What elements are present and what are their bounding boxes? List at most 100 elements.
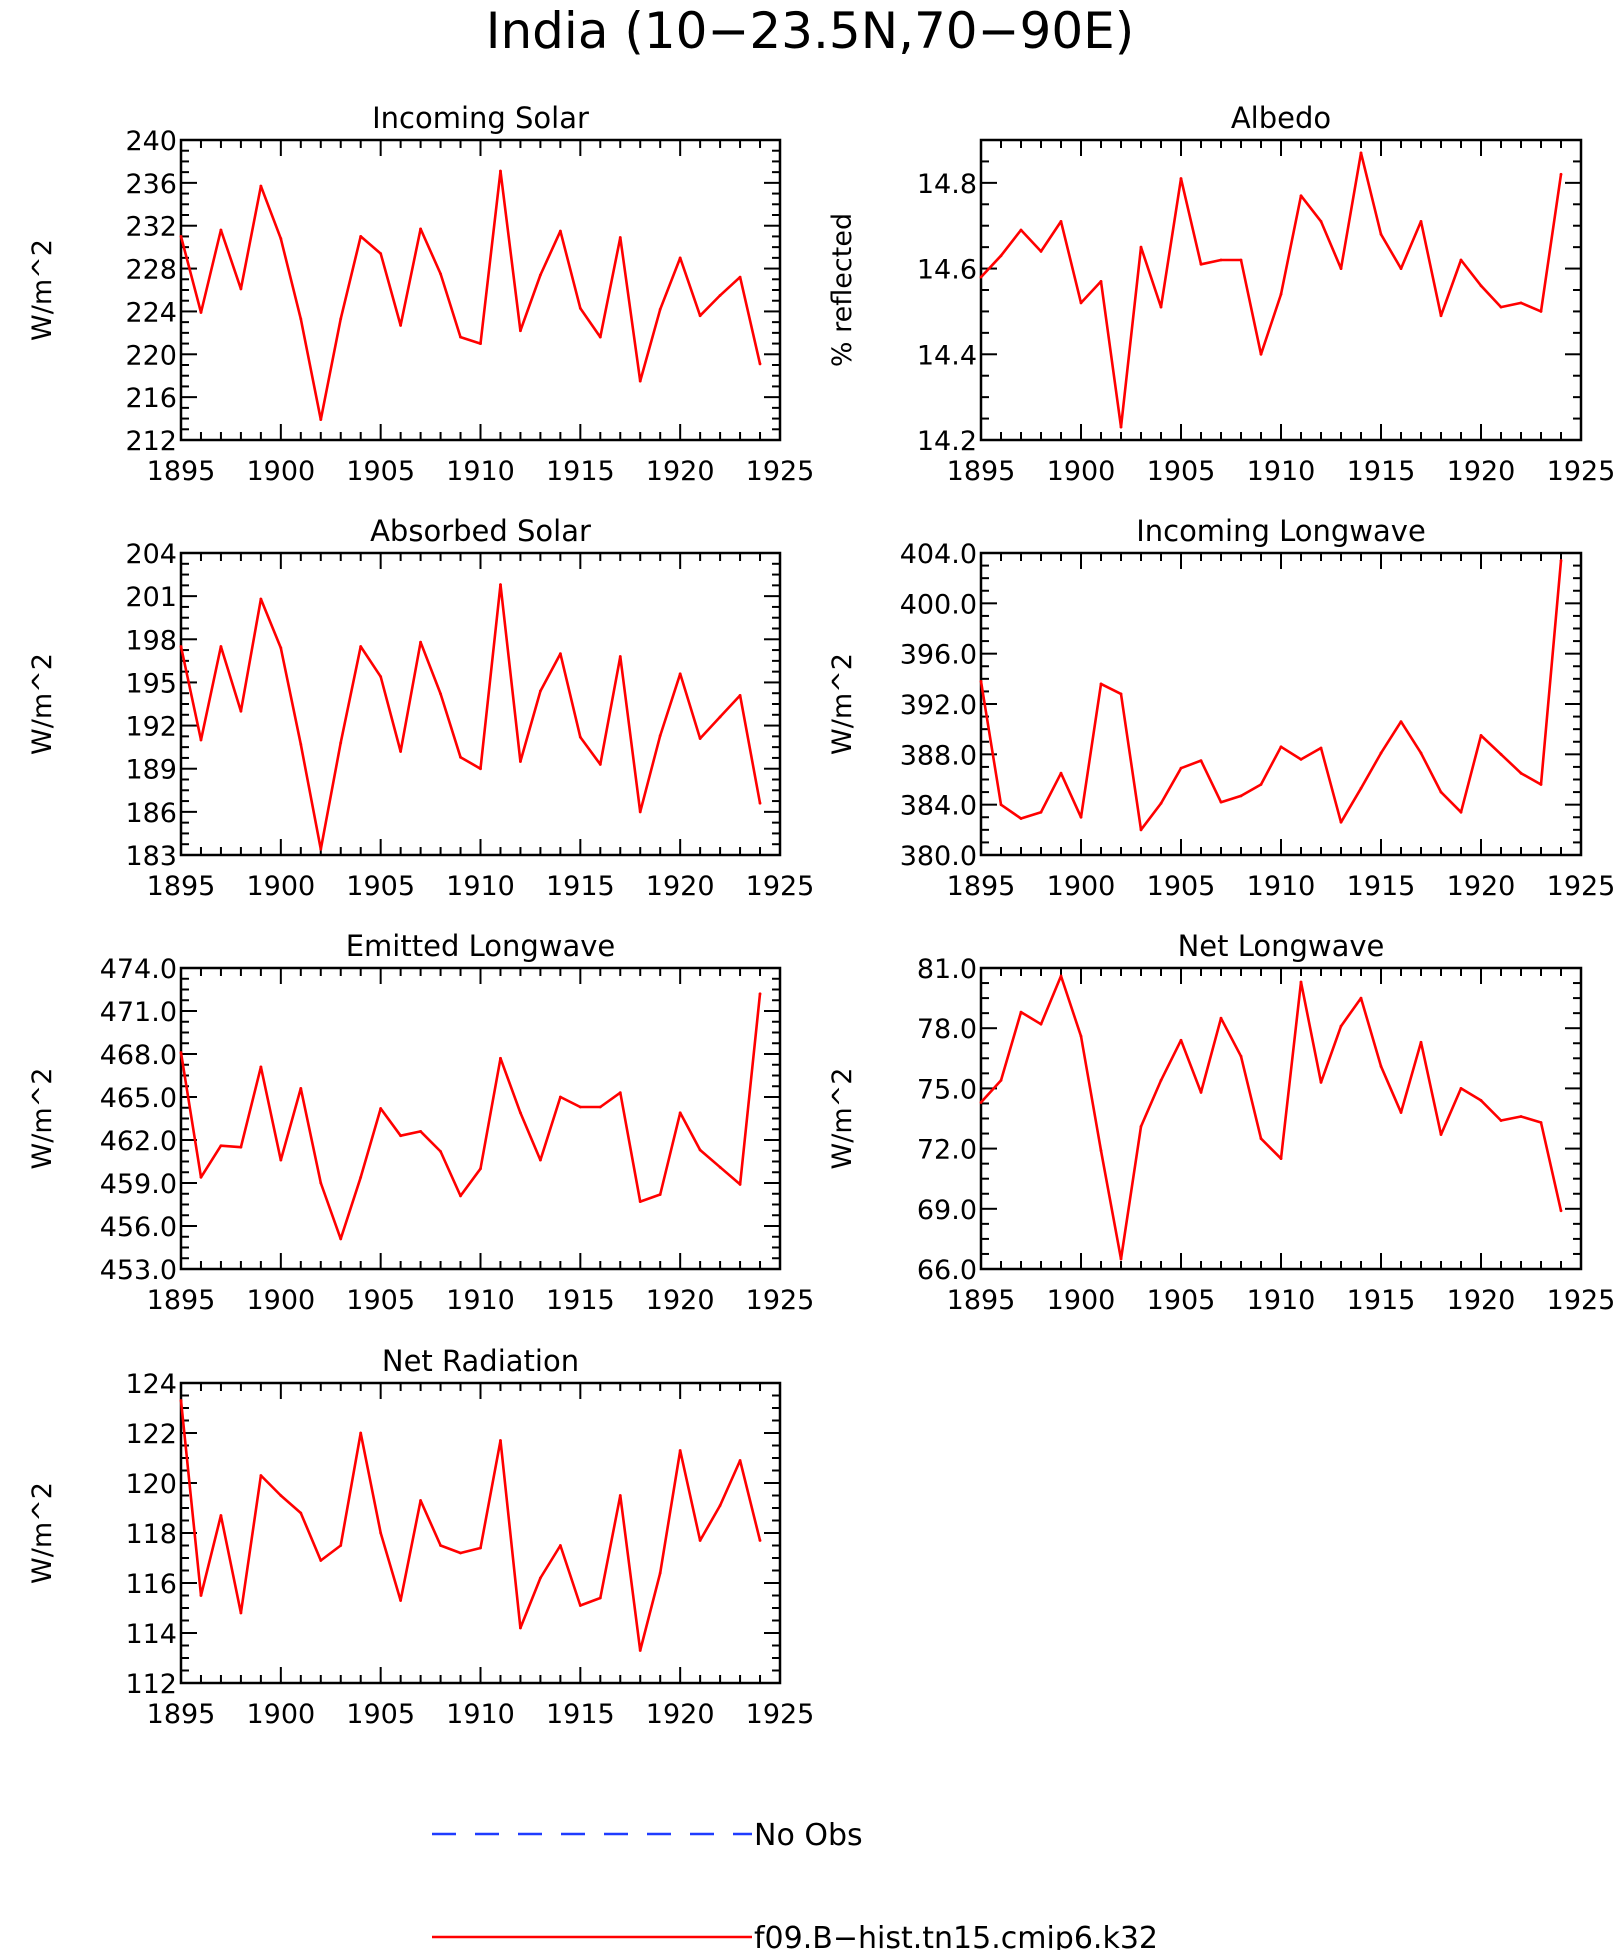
x-tick-label: 1915 — [546, 871, 615, 902]
data-point — [658, 734, 662, 738]
panel-title: Net Radiation — [382, 1344, 579, 1378]
x-tick-label: 1900 — [1047, 871, 1116, 902]
y-tick-label: 462.0 — [100, 1126, 177, 1157]
data-point — [499, 1056, 502, 1060]
y-tick-label: 69.0 — [917, 1195, 977, 1226]
data-point — [1139, 1125, 1143, 1128]
data-point — [299, 1511, 303, 1515]
data-point — [578, 735, 582, 739]
data-point — [1099, 280, 1103, 283]
data-point — [999, 803, 1003, 807]
series-line — [980, 151, 1563, 429]
x-tick-label: 1900 — [246, 1285, 315, 1316]
x-tick-label: 1895 — [147, 1699, 216, 1730]
data-point — [1159, 802, 1163, 805]
x-tick-label: 1910 — [1247, 1285, 1316, 1316]
panel-7: Net Radiation 1895 1900 1905 1910 1915 1920 192… — [27, 1344, 814, 1730]
data-point — [1559, 1209, 1563, 1213]
data-point — [479, 767, 482, 771]
data-point — [339, 741, 343, 745]
data-point — [718, 1165, 722, 1169]
x-tick-label: 1925 — [746, 1285, 815, 1316]
y-tick-label: 204 — [125, 539, 177, 570]
data-point — [1499, 305, 1503, 309]
data-point — [399, 323, 403, 327]
data-point — [1539, 1121, 1543, 1124]
data-point — [1399, 720, 1403, 724]
figure-title: India (10−23.5N,70−90E) — [486, 2, 1135, 60]
y-tick-label: 396.0 — [900, 640, 977, 671]
data-point — [1079, 815, 1083, 819]
x-tick-label: 1905 — [1147, 1285, 1216, 1316]
y-tick-label: 81.0 — [917, 954, 977, 985]
data-point — [479, 342, 482, 345]
data-point — [499, 1439, 502, 1442]
data-point — [558, 1544, 562, 1547]
x-tick-label: 1925 — [746, 871, 815, 902]
data-point — [319, 418, 323, 422]
data-point — [1199, 262, 1203, 266]
data-point — [259, 597, 263, 601]
data-point — [199, 738, 203, 742]
x-tick-label: 1905 — [346, 871, 415, 902]
y-axis-label: W/m^2 — [27, 653, 58, 755]
panel-3: Absorbed Solar 1895 1900 1905 1910 1915 1920 19… — [27, 514, 814, 902]
data-point — [1399, 1111, 1403, 1114]
data-point — [379, 1107, 383, 1110]
data-point — [678, 672, 682, 676]
data-point — [379, 675, 383, 679]
y-tick-label: 14.4 — [917, 340, 977, 371]
data-point — [1219, 258, 1223, 262]
data-point — [999, 1078, 1003, 1082]
data-point — [618, 1494, 622, 1497]
data-point — [1479, 284, 1483, 288]
data-point — [1159, 1078, 1163, 1082]
data-point — [1419, 751, 1423, 755]
data-point — [199, 311, 203, 314]
y-tick-label: 78.0 — [917, 1014, 977, 1045]
data-point — [539, 1576, 542, 1580]
legend-label-1: No Obs — [754, 1818, 863, 1853]
data-point — [979, 275, 983, 279]
data-point — [1219, 800, 1223, 804]
data-point — [459, 1194, 462, 1198]
data-point — [1279, 292, 1283, 296]
data-point — [439, 1150, 442, 1153]
y-tick-label: 183 — [125, 841, 177, 872]
data-point — [1279, 745, 1283, 749]
y-tick-label: 201 — [125, 582, 177, 613]
data-point — [1119, 1257, 1123, 1261]
data-point — [399, 1134, 403, 1138]
y-axis-label: % reflected — [827, 213, 858, 367]
data-point — [1479, 1099, 1483, 1102]
y-tick-label: 216 — [125, 383, 177, 414]
data-point — [219, 1144, 223, 1148]
x-tick-label: 1910 — [446, 1699, 515, 1730]
y-axis-label: W/m^2 — [827, 1068, 858, 1170]
data-point — [578, 1604, 582, 1607]
data-point — [279, 1158, 283, 1162]
data-point — [1359, 786, 1363, 790]
x-tick-label: 1900 — [1047, 456, 1116, 487]
data-point — [1079, 1034, 1083, 1038]
data-point — [519, 1626, 522, 1630]
data-point — [1319, 1080, 1323, 1084]
data-point — [239, 709, 243, 713]
data-point — [1019, 817, 1023, 820]
data-point — [1399, 267, 1403, 270]
data-point — [718, 293, 722, 297]
data-point — [459, 755, 462, 759]
x-tick-label: 1900 — [246, 456, 315, 487]
data-point — [718, 1504, 722, 1507]
x-tick-label: 1920 — [646, 1699, 715, 1730]
y-tick-label: 392.0 — [900, 690, 977, 721]
data-point — [1039, 250, 1043, 253]
y-tick-label: 228 — [125, 255, 177, 286]
data-point — [219, 645, 223, 648]
data-point — [598, 1105, 602, 1109]
data-point — [1259, 1137, 1263, 1140]
data-point — [658, 307, 662, 311]
data-point — [1319, 746, 1323, 750]
data-point — [359, 1431, 363, 1435]
data-point — [1499, 752, 1503, 756]
